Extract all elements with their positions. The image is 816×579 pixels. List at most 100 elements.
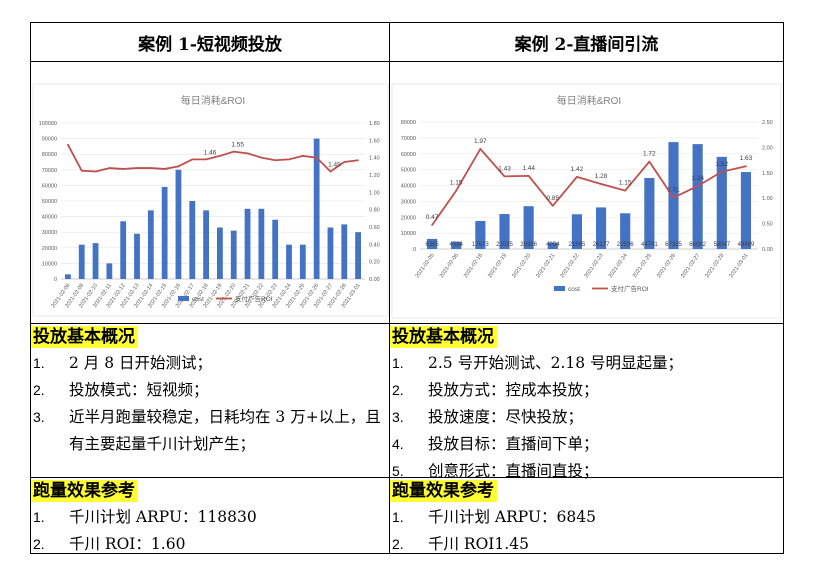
case2-basic-title: 投放基本概况 (390, 326, 497, 348)
y-tick-left: 40000 (401, 184, 416, 190)
bar (189, 201, 196, 279)
bar-data-label: 66082 (689, 242, 706, 248)
roi-data-label: 1.42 (571, 166, 584, 173)
case2-ref-title: 跑量效果参考 (390, 480, 497, 502)
y-tick-right: 1.50 (762, 171, 773, 177)
bar (161, 186, 168, 279)
y-tick-right: 0.50 (762, 222, 773, 228)
bar (313, 138, 320, 279)
roi-point (329, 170, 332, 173)
bar (299, 244, 306, 279)
item-number: 1. (392, 355, 404, 371)
y-tick-right: 0.20 (369, 260, 380, 266)
item-text: 创意形式：直播间直投； (428, 462, 599, 480)
chart-area (391, 83, 782, 319)
roi-point (357, 159, 359, 162)
bar (547, 242, 558, 249)
comparison-table: 案例 1-短视频投放 案例 2-直播间引流 每日消耗&ROI 0 10000 2000… (30, 22, 784, 554)
case1-basic-title: 投放基本概况 (31, 326, 138, 348)
roi-data-label: 1.44 (522, 165, 535, 172)
y-tick-right: 1.20 (369, 173, 380, 179)
item-text: 千川 ROI1.45 (428, 535, 529, 553)
bar (106, 263, 113, 279)
list-item: 1. 2 月 8 日开始测试； (31, 350, 389, 377)
case2-ref-cell: 跑量效果参考 1. 千川计划 ARPU：6845 2. 千川 ROI1.45 (390, 478, 783, 553)
y-tick-left: 10000 (42, 261, 57, 267)
y-tick-left: 40000 (42, 215, 57, 221)
item-number: 2. (33, 382, 45, 398)
item-number: 2. (392, 536, 404, 552)
roi-point (122, 168, 124, 170)
y-tick-left: 100000 (39, 121, 57, 127)
item-number: 1. (33, 509, 45, 525)
bar (78, 244, 85, 279)
item-text: 2 月 8 日开始测试； (69, 354, 213, 372)
roi-point (431, 224, 433, 226)
bar-data-label: 26956 (520, 242, 537, 248)
y-tick-left: 70000 (42, 168, 57, 174)
legend-swatch-cost (178, 296, 189, 301)
legend-label-roi: 支付广告ROI (611, 284, 649, 293)
roi-data-label: 1.01 (667, 187, 680, 194)
bar-data-label: 4054 (546, 242, 560, 248)
case1-basic-cell: 投放基本概况 1. 2 月 8 日开始测试； 2. 投放模式：短视频； 3. 近半月跑… (31, 324, 390, 477)
item-text: 投放模式：短视频； (69, 381, 209, 399)
bar (571, 214, 582, 249)
y-tick-right: 0.80 (369, 208, 380, 214)
item-number: 2. (392, 382, 404, 398)
list-item: 2. 投放方式：控成本投放； (390, 377, 783, 404)
bar (355, 232, 361, 279)
roi-point (67, 143, 69, 146)
y-tick-left: 60000 (42, 183, 57, 189)
y-tick-left: 50000 (401, 168, 416, 174)
roi-line (67, 144, 359, 173)
roi-data-label: 1.63 (740, 155, 753, 162)
list-item: 1. 2.5 号开始测试、2.18 号明显起量； (390, 350, 783, 377)
roi-data-label: 1.52 (715, 161, 728, 168)
y-tick-right: 2.50 (762, 120, 773, 126)
y-tick-right: 1.60 (369, 138, 380, 144)
bar (596, 207, 607, 249)
bar-data-label: 21865 (569, 242, 586, 248)
bar (327, 227, 334, 279)
reference-row: 跑量效果参考 1. 千川计划 ARPU：118830 2. 千川 ROI：1.60 … (31, 478, 783, 553)
roi-point (648, 160, 651, 163)
y-tick-left: 80000 (401, 120, 416, 126)
roi-point (576, 176, 578, 178)
list-item: 2. 投放模式：短视频； (31, 377, 389, 404)
bar (523, 206, 534, 249)
list-item: 2. 千川 ROI：1.60 (31, 531, 389, 558)
bar (244, 208, 251, 279)
bar (272, 219, 279, 279)
roi-point (315, 156, 318, 159)
y-tick-left: 60000 (401, 152, 416, 158)
list-item: 1. 千川计划 ARPU：118830 (31, 504, 389, 531)
roi-point (720, 170, 723, 173)
item-text: 千川 ROI：1.60 (69, 535, 186, 553)
roi-point (455, 189, 458, 192)
y-tick-right: 1.80 (369, 121, 380, 127)
col2-title: 案例 2-直播间引流 (390, 23, 783, 61)
bar (499, 214, 510, 249)
y-tick-left: 50000 (42, 199, 57, 205)
list-item: 3. 近半月跑量较稳定，日耗均在 3 万+以上，且有主要起量千川计划产生； (31, 404, 389, 458)
item-number: 5. (392, 463, 404, 479)
roi-point (696, 185, 699, 187)
case1-ref-title: 跑量效果参考 (31, 480, 138, 502)
roi-point (136, 167, 138, 169)
bar-data-label: 4584 (450, 242, 464, 248)
item-text: 投放速度：尽快投放； (428, 408, 584, 426)
roi-point (302, 155, 304, 157)
bar-data-label: 48469 (738, 242, 755, 248)
item-number: 2. (33, 536, 45, 552)
y-tick-left: 0 (54, 277, 57, 283)
roi-point (205, 158, 207, 161)
bar (258, 208, 265, 279)
bar (716, 156, 727, 249)
roi-point (274, 159, 276, 162)
roi-data-label: 1.46 (204, 149, 217, 156)
roi-point (246, 152, 249, 155)
chart-row: 每日消耗&ROI 0 10000 20000 30000 40000 50000 60000 7… (31, 62, 783, 324)
roi-point (80, 169, 83, 172)
y-tick-left: 0 (413, 247, 416, 253)
